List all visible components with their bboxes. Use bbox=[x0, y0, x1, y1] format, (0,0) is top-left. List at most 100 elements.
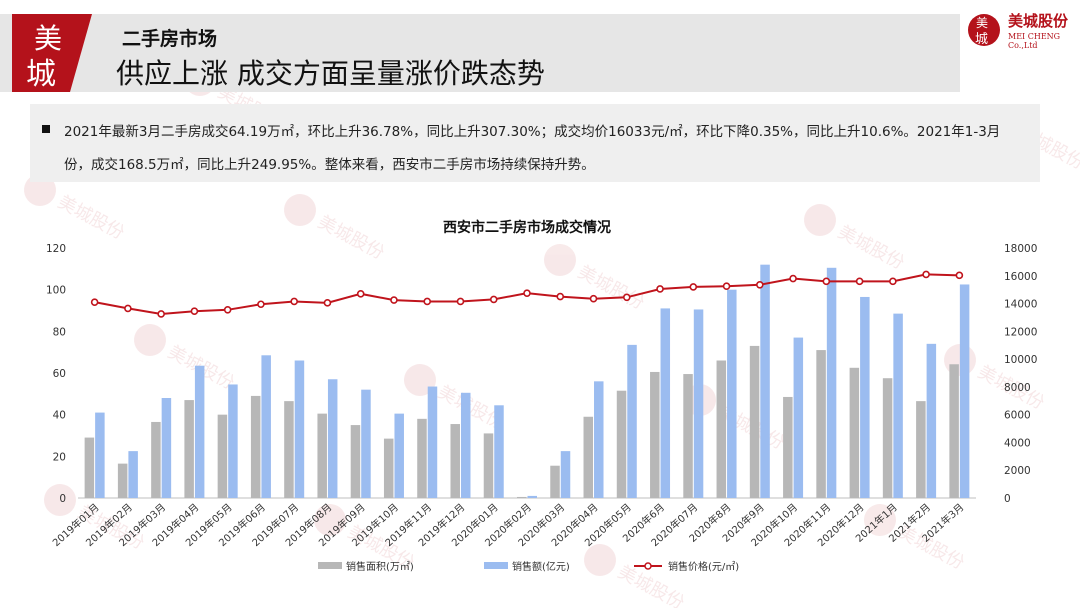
meicheng-logo-left: 美 城 bbox=[12, 14, 92, 92]
summary-box: 2021年最新3月二手房成交64.19万㎡，环比上升36.78%，同比上升307… bbox=[30, 104, 1040, 182]
bar-amount bbox=[693, 309, 704, 498]
price-point bbox=[656, 285, 664, 293]
legend-marker bbox=[644, 562, 652, 570]
right-axis-tick-label: 10000 bbox=[1004, 354, 1037, 366]
bar-amount bbox=[394, 413, 404, 498]
bar-amount bbox=[560, 451, 571, 498]
bar-amount bbox=[793, 337, 804, 498]
bar-area bbox=[417, 418, 427, 498]
price-point bbox=[889, 277, 897, 286]
bar-area bbox=[783, 396, 793, 498]
bar-amount bbox=[627, 344, 637, 498]
bar-area bbox=[284, 401, 294, 498]
price-point bbox=[822, 277, 831, 286]
legend-swatch bbox=[484, 562, 508, 569]
price-point bbox=[523, 289, 531, 297]
bar-amount bbox=[826, 267, 837, 498]
price-point bbox=[423, 297, 432, 306]
bar-area bbox=[217, 414, 228, 498]
bar-amount bbox=[95, 412, 105, 498]
bar-amount bbox=[327, 379, 338, 498]
bar-amount bbox=[194, 365, 205, 498]
logo-right-char-top: 美 bbox=[976, 16, 988, 30]
bar-area bbox=[882, 378, 893, 498]
logo-left-char-top: 美 bbox=[34, 22, 62, 55]
price-point bbox=[855, 277, 864, 286]
right-axis-tick-label: 16000 bbox=[1004, 271, 1037, 283]
bar-area bbox=[550, 465, 560, 498]
bar-area bbox=[483, 433, 494, 498]
right-axis-tick-label: 4000 bbox=[1004, 437, 1031, 449]
price-point bbox=[789, 274, 797, 283]
bar-area bbox=[383, 438, 394, 498]
left-axis-tick-label: 80 bbox=[53, 326, 66, 338]
bar-amount bbox=[893, 313, 903, 498]
logo-right-char-bottom: 城 bbox=[975, 32, 988, 47]
bar-area bbox=[849, 367, 860, 498]
price-point bbox=[223, 306, 232, 314]
price-point bbox=[124, 304, 132, 313]
price-point bbox=[90, 298, 99, 306]
bar-area bbox=[616, 390, 627, 498]
price-point bbox=[955, 271, 964, 280]
bar-amount bbox=[594, 381, 604, 498]
price-point bbox=[489, 295, 498, 304]
bar-area bbox=[350, 425, 361, 498]
price-point bbox=[290, 297, 298, 306]
right-axis-tick-label: 6000 bbox=[1004, 410, 1031, 422]
price-point bbox=[756, 281, 764, 289]
bar-area bbox=[816, 350, 826, 498]
left-axis-tick-label: 100 bbox=[46, 285, 66, 297]
right-axis-tick-label: 2000 bbox=[1004, 465, 1031, 477]
legend-label: 销售额(亿元) bbox=[512, 560, 570, 573]
bar-amount bbox=[860, 296, 870, 498]
bar-amount bbox=[128, 451, 138, 498]
price-point bbox=[622, 293, 631, 302]
bar-area bbox=[716, 360, 727, 498]
price-point bbox=[922, 270, 930, 279]
bar-area bbox=[450, 424, 460, 498]
bar-amount bbox=[660, 308, 671, 498]
left-axis-tick-label: 20 bbox=[53, 451, 66, 463]
left-axis-tick-label: 120 bbox=[46, 243, 66, 255]
left-axis-tick-label: 40 bbox=[53, 410, 66, 422]
bar-amount bbox=[261, 355, 271, 498]
bar-amount bbox=[959, 284, 970, 498]
meicheng-logo-right: 美 城 bbox=[968, 14, 1000, 47]
bar-amount bbox=[228, 384, 238, 498]
summary-text: 2021年最新3月二手房成交64.19万㎡，环比上升36.78%，同比上升307… bbox=[64, 124, 1001, 173]
right-axis-tick-label: 14000 bbox=[1004, 299, 1037, 311]
bar-area bbox=[184, 400, 194, 498]
bar-area bbox=[517, 496, 527, 498]
bar-amount bbox=[294, 360, 305, 498]
bar-area bbox=[317, 413, 327, 498]
page-title: 供应上涨 成交方面呈量涨价跌态势 bbox=[116, 57, 545, 90]
price-point bbox=[689, 283, 698, 291]
price-point bbox=[356, 290, 365, 298]
bar-amount bbox=[161, 398, 172, 498]
bar-amount bbox=[361, 389, 371, 498]
right-axis-tick-label: 0 bbox=[1004, 493, 1011, 505]
legend-swatch bbox=[318, 562, 342, 569]
bar-amount bbox=[527, 495, 537, 498]
bar-area bbox=[151, 421, 161, 498]
left-axis-tick-label: 0 bbox=[59, 493, 66, 505]
price-point bbox=[589, 294, 598, 303]
chart-title: 西安市二手房市场成交情况 bbox=[443, 219, 611, 236]
header-band bbox=[0, 14, 960, 92]
bar-area bbox=[749, 345, 760, 498]
brand-subtitle: MEI CHENG Co.,Ltd bbox=[1008, 32, 1061, 50]
price-point bbox=[456, 297, 465, 306]
legend-label: 销售价格(元/㎡) bbox=[668, 560, 739, 573]
price-point bbox=[556, 292, 565, 301]
price-point bbox=[190, 307, 199, 315]
bar-amount bbox=[494, 405, 504, 498]
bar-amount bbox=[926, 343, 937, 498]
price-point bbox=[722, 282, 731, 290]
logo-left-char-bottom: 城 bbox=[26, 57, 56, 92]
bar-area bbox=[916, 401, 926, 498]
price-point bbox=[157, 310, 165, 318]
transaction-chart: 西安市二手房市场成交情况 0 20 40 60 80 100 120 0 2000 4000 6000… bbox=[46, 219, 1037, 573]
right-axis-tick-label: 8000 bbox=[1004, 382, 1031, 394]
price-point bbox=[390, 296, 398, 304]
